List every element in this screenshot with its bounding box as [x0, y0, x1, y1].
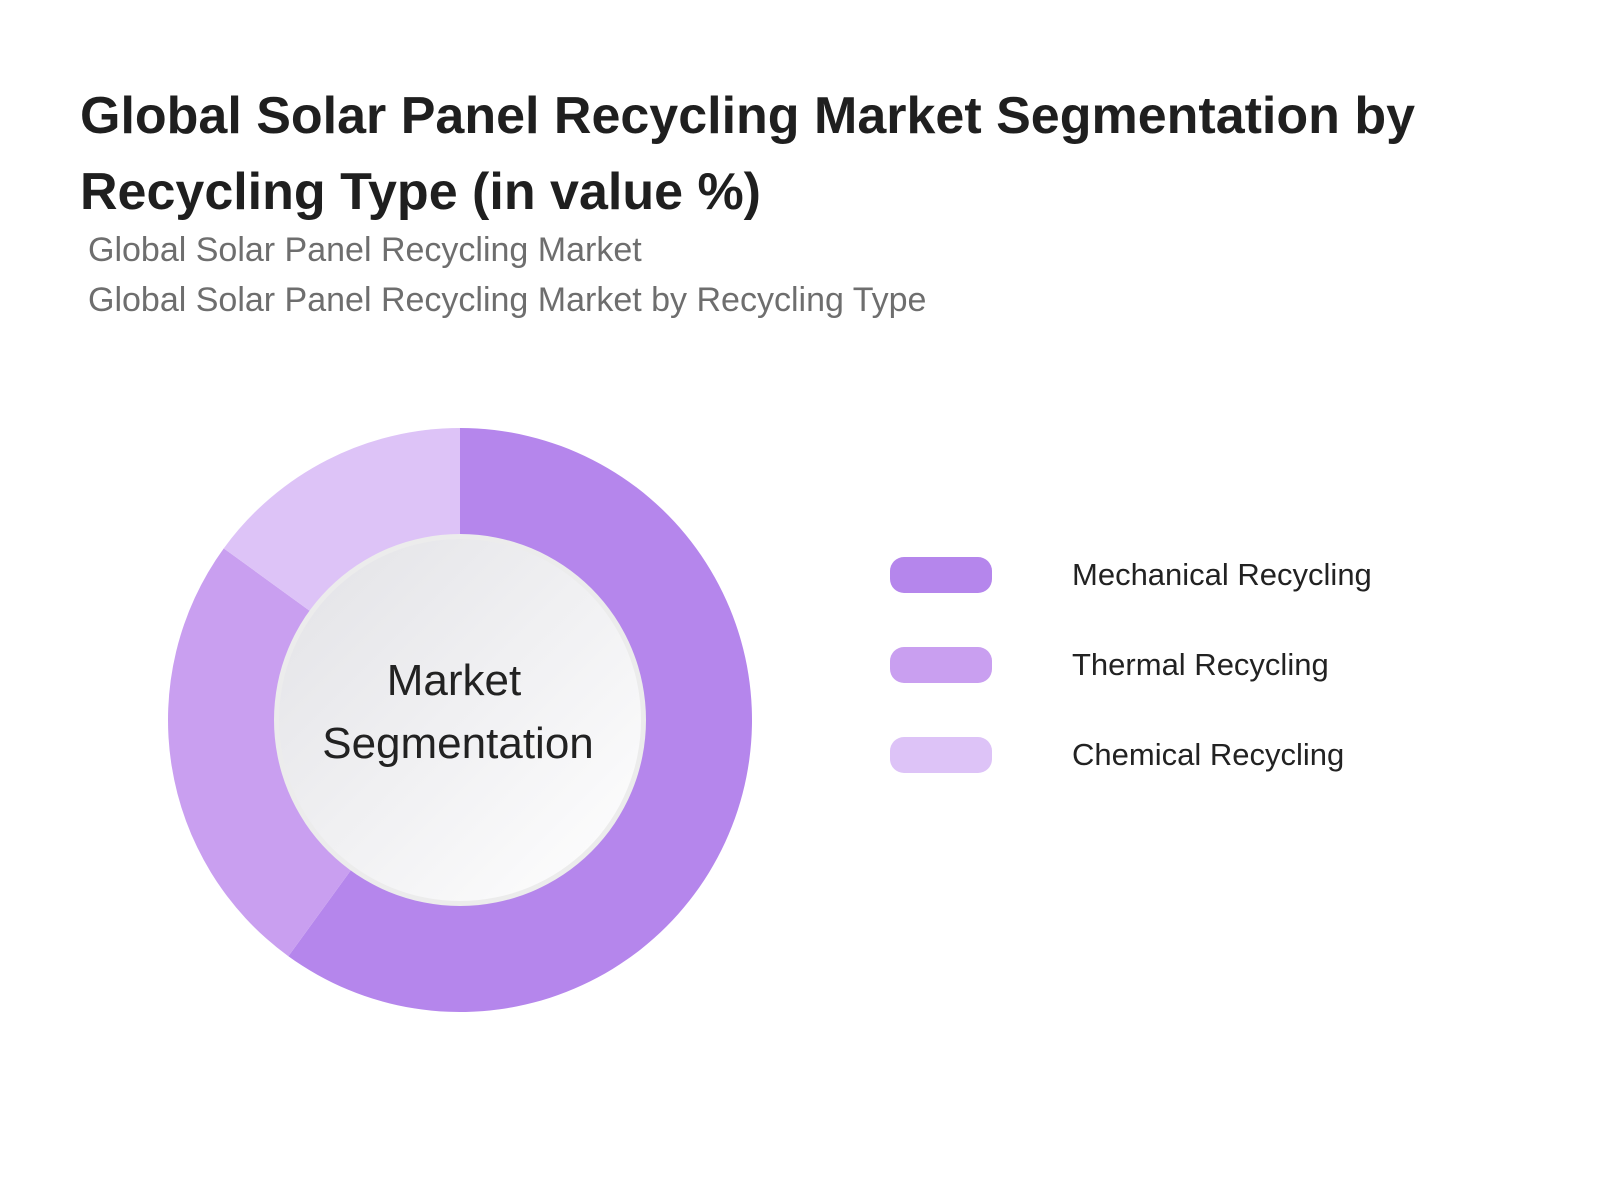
- legend-label: Mechanical Recycling: [1072, 557, 1372, 592]
- donut-chart: Market Segmentation: [168, 428, 752, 1012]
- legend-swatch: [890, 647, 992, 683]
- legend-label: Chemical Recycling: [1072, 737, 1345, 772]
- legend-swatch: [890, 737, 992, 773]
- center-disc: [279, 539, 641, 901]
- legend-item-mechanical-recycling: Mechanical Recycling: [890, 555, 1490, 595]
- legend-item-thermal-recycling: Thermal Recycling: [890, 645, 1490, 685]
- chart-subtitle-type: Global Solar Panel Recycling Market by R…: [88, 281, 927, 319]
- center-label-line2: Segmentation: [322, 719, 594, 768]
- center-label-line1: Market: [387, 656, 521, 705]
- legend-label: Thermal Recycling: [1072, 647, 1329, 682]
- chart-title: Global Solar Panel Recycling Market Segm…: [80, 87, 1416, 221]
- legend-item-chemical-recycling: Chemical Recycling: [890, 735, 1490, 775]
- chart-subtitle-market: Global Solar Panel Recycling Market: [88, 231, 642, 269]
- legend-swatch: [890, 557, 992, 593]
